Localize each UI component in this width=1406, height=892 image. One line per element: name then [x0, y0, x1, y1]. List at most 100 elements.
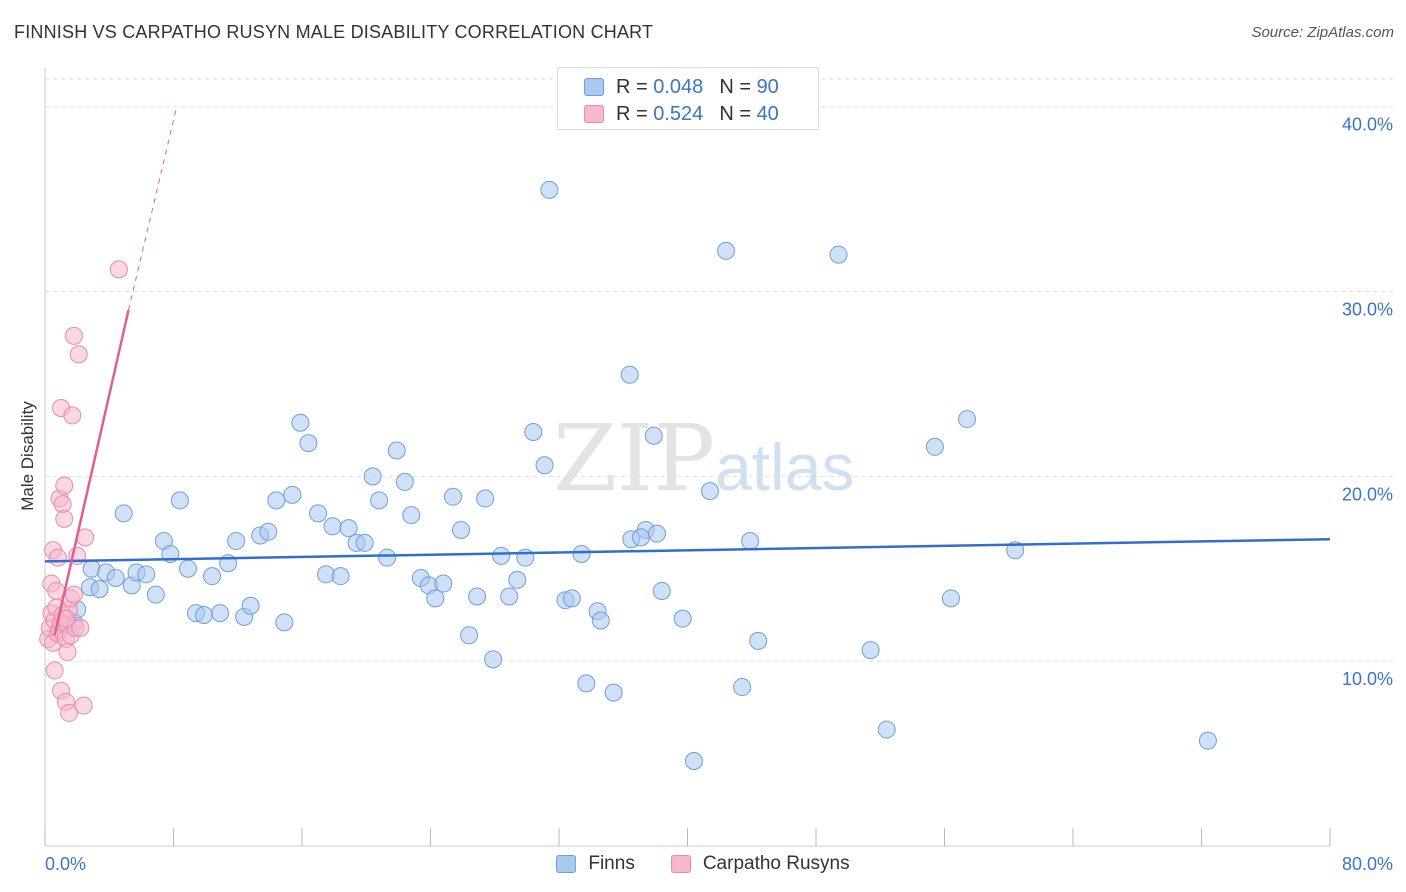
finns-point: [925, 437, 944, 456]
trend-layer: [44, 106, 1331, 636]
y-tick-label: 30.0%: [1342, 300, 1393, 320]
finns-swatch: [584, 78, 604, 96]
watermark-atlas: atlas: [715, 430, 854, 504]
finns-point: [275, 613, 294, 632]
rusyn-point: [55, 476, 74, 495]
y-tick-label: 20.0%: [1342, 484, 1393, 504]
rusyn-point: [55, 509, 74, 528]
finns-point: [829, 245, 848, 264]
finns-point: [591, 611, 610, 630]
finns-point: [652, 581, 671, 600]
finns-point: [90, 580, 109, 599]
rusyn-point: [69, 345, 88, 364]
finns-point: [577, 674, 596, 693]
finns-point: [426, 589, 445, 608]
legend-item-rusyns[interactable]: Carpatho Rusyns: [670, 853, 850, 875]
finns-point: [241, 596, 260, 615]
finns-point: [106, 569, 125, 588]
finns-point: [259, 522, 278, 541]
legend-item-finns[interactable]: Finns: [556, 853, 635, 875]
finns-point: [137, 565, 156, 584]
finns-point: [146, 585, 165, 604]
rusyn-point: [64, 585, 83, 604]
rusyn-point: [60, 703, 79, 722]
finns-n-label: N =: [719, 75, 751, 98]
finns-point: [562, 589, 581, 608]
finns-point: [620, 365, 639, 384]
grid-layer: [45, 78, 1395, 662]
finns-point: [402, 506, 421, 525]
rusyn-r-label: R =: [616, 102, 648, 125]
finns-point: [291, 413, 310, 432]
finns-point: [434, 574, 453, 593]
finns-point: [339, 519, 358, 538]
rusyn-point: [63, 406, 82, 425]
label-layer: 10.0% 20.0% 30.0% 40.0% 0.0% 80.0%: [45, 115, 1393, 874]
rusyn-point: [74, 696, 93, 715]
rusyn-trend-line: [53, 309, 130, 636]
finns-point: [500, 587, 519, 606]
finns-point: [170, 491, 189, 510]
stats-legend: R = 0.048 N = 90 R = 0.524 N = 40: [557, 67, 819, 130]
finns-point: [484, 650, 503, 669]
finns-point: [227, 532, 246, 551]
finns-point: [957, 410, 976, 429]
finns-point: [203, 567, 222, 586]
source-label: Source: ZipAtlas.com: [1251, 24, 1394, 41]
finns-point: [700, 482, 719, 501]
finns-point: [395, 472, 414, 491]
x-tick-label: 80.0%: [1342, 854, 1393, 874]
legend-row-finns: R = 0.048 N = 90: [584, 75, 779, 99]
finns-point: [178, 559, 197, 578]
finns-point: [363, 467, 382, 486]
finns-r-label: R =: [616, 75, 648, 98]
finns-point: [673, 609, 692, 628]
finns-point: [370, 491, 389, 510]
finns-point: [647, 524, 666, 543]
rusyn-n-label: N =: [719, 102, 751, 125]
axis-layer: [44, 68, 1331, 847]
series-legend: Finns Carpatho Rusyns: [0, 852, 1406, 876]
finns-point: [476, 489, 495, 508]
finns-point: [331, 567, 350, 586]
finns-n-value: 90: [756, 75, 779, 98]
finns-trend-line: [44, 537, 1331, 563]
y-tick-label: 40.0%: [1342, 115, 1393, 135]
finns-legend-swatch: [556, 855, 577, 873]
finns-point: [535, 456, 554, 475]
finns-point: [355, 533, 374, 552]
watermark-zip: ZIP: [553, 405, 715, 512]
rusyn-point: [48, 548, 67, 567]
finns-point: [540, 180, 559, 199]
finns-point: [492, 546, 511, 565]
finns-point: [323, 517, 342, 536]
finns-point: [941, 589, 960, 608]
finns-point: [452, 520, 471, 539]
rusyn-legend-swatch: [670, 855, 691, 873]
x-tick-label: 0.0%: [45, 854, 86, 874]
finns-point: [211, 604, 230, 623]
rusyn-swatch: [584, 105, 604, 123]
y-tick-label: 10.0%: [1342, 669, 1393, 689]
finns-point: [114, 504, 133, 523]
rusyn-point: [64, 326, 83, 345]
rusyn-point: [71, 618, 90, 637]
finns-point: [733, 678, 752, 697]
finns-point: [861, 641, 880, 660]
finns-point: [877, 720, 896, 739]
rusyn-point: [109, 260, 128, 279]
rusyn-point: [45, 661, 64, 680]
rusyn-legend-label: Carpatho Rusyns: [702, 853, 850, 874]
finns-point: [631, 528, 650, 547]
rusyn-point: [58, 642, 77, 661]
finns-point: [644, 426, 663, 445]
rusyn-trend-extension: [128, 106, 178, 311]
finns-point: [684, 751, 703, 770]
finns-point: [309, 504, 328, 523]
finns-point: [460, 626, 479, 645]
finns-point: [283, 485, 302, 504]
finns-point: [741, 532, 760, 551]
chart-title: FINNISH VS CARPATHO RUSYN MALE DISABILIT…: [14, 22, 654, 42]
finns-point: [267, 491, 286, 510]
